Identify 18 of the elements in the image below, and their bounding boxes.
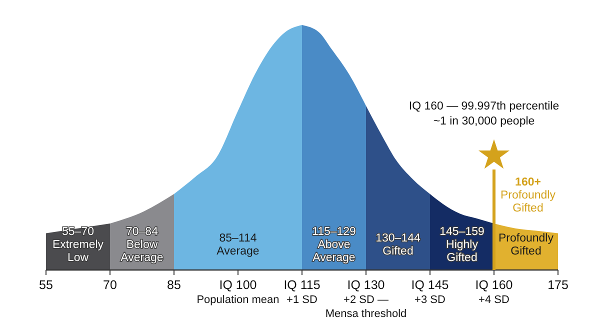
x-tick-label: 55 [39,278,53,292]
x-tick-label: 85 [167,278,181,292]
x-tick-label: IQ 145 +3 SD [411,278,449,306]
annotation: 145–159 Highly Gifted [440,226,484,264]
x-tick-label: IQ 130 +2 SD — Mensa threshold [325,278,407,320]
ref-line-label: 160+ Profoundly Gifted [500,176,556,215]
annotation: 70–84 Below Average [120,226,164,264]
annotation: 55–70 Extremely Low [52,226,104,264]
x-tick-label: IQ 100 Population mean [196,278,280,306]
x-tick-label: 70 [103,278,117,292]
x-tick-label: IQ 160 +4 SD [475,278,513,306]
annotation: Profoundly Gifted [498,232,554,258]
x-tick-label: 175 [548,278,568,292]
annotation: 115–129 Above Average [312,226,356,264]
annotation: 85–114 Average [216,232,260,258]
annotation: 130–144 Gifted [376,232,421,258]
annotation: IQ 160 — 99.997th percentile ~1 in 30,000 people [408,100,560,128]
x-tick-label: IQ 115 +1 SD [284,278,320,306]
